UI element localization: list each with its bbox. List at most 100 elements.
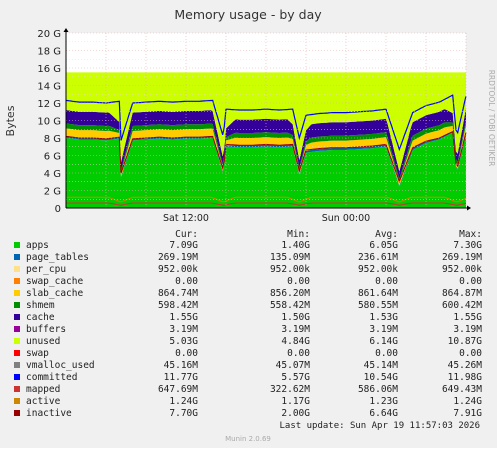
axes: [63, 28, 471, 211]
legend-value-cur: 0.00: [175, 276, 198, 287]
legend-value-max: 3.19M: [453, 324, 482, 335]
legend-label: shmem: [26, 300, 55, 311]
legend-value-avg: 580.55M: [358, 300, 398, 311]
legend-value-avg: 6.64G: [369, 408, 398, 419]
legend-swatch: [14, 386, 20, 392]
legend-value-avg: 10.54G: [364, 372, 399, 383]
legend-value-cur: 7.09G: [169, 240, 198, 251]
legend-value-min: 1.17G: [281, 396, 310, 407]
legend-label: committed: [26, 372, 77, 383]
legend-swatch: [14, 266, 20, 272]
x-tick-label: Sat 12:00: [163, 213, 209, 224]
y-tick-label: 16 G: [37, 64, 61, 75]
legend-value-cur: 7.70G: [169, 408, 198, 419]
legend-swatch: [14, 338, 20, 344]
legend-label: apps: [26, 240, 49, 251]
area-cache: [66, 108, 466, 179]
legend-swatch: [14, 398, 20, 404]
munin-version: Munin 2.0.69: [225, 435, 271, 443]
legend-header: Max:: [459, 229, 482, 240]
last-update-text: Last update: Sun Apr 19 11:57:03 2026: [280, 421, 480, 431]
y-tick-label: 0: [55, 204, 61, 215]
legend-label: buffers: [26, 324, 66, 335]
legend-label: slab_cache: [26, 288, 83, 299]
legend-value-cur: 598.42M: [158, 300, 198, 311]
legend-header: Avg:: [375, 229, 398, 240]
legend-label: unused: [26, 336, 60, 347]
legend-value-cur: 269.19M: [158, 252, 198, 263]
legend-value-cur: 1.24G: [169, 396, 198, 407]
legend-value-min: 45.07M: [276, 360, 311, 371]
legend-swatch: [14, 374, 20, 380]
legend-value-avg: 236.61M: [358, 252, 398, 263]
legend-value-cur: 45.16M: [164, 360, 199, 371]
rrdtool-credit: RRDTOOL / TOBI OETIKER: [487, 70, 496, 167]
legend-value-max: 649.43M: [442, 384, 482, 395]
area-series-group: [65, 72, 467, 209]
legend-value-min: 4.84G: [281, 336, 310, 347]
legend-value-max: 269.19M: [442, 252, 482, 263]
legend-swatch: [14, 278, 20, 284]
area-shmem: [66, 120, 466, 182]
legend-value-min: 1.40G: [281, 240, 310, 251]
legend-swatch: [14, 290, 20, 296]
legend-value-avg: 0.00: [375, 348, 398, 359]
legend-header: Min:: [287, 229, 310, 240]
legend-value-min: 558.42M: [270, 300, 310, 311]
line-active: [66, 196, 467, 203]
y-tick-label: 20 G: [37, 29, 61, 40]
legend-value-max: 11.98G: [448, 372, 483, 383]
legend-value-avg: 952.00k: [358, 264, 398, 275]
legend-value-min: 2.00G: [281, 408, 310, 419]
y-tick-label: 10 G: [37, 117, 61, 128]
legend-value-avg: 3.19M: [369, 324, 398, 335]
legend-value-min: 0.00: [287, 276, 310, 287]
legend-swatch: [14, 410, 20, 416]
legend-swatch: [14, 350, 20, 356]
y-tick-label: 2 G: [44, 187, 61, 198]
legend-value-cur: 11.77G: [164, 372, 199, 383]
legend-value-min: 5.57G: [281, 372, 310, 383]
legend-value-min: 322.62M: [270, 384, 310, 395]
legend-swatch: [14, 362, 20, 368]
legend-value-cur: 647.69M: [158, 384, 198, 395]
legend-value-avg: 1.53G: [369, 312, 398, 323]
legend-label: page_tables: [26, 252, 89, 263]
y-tick-label: 4 G: [44, 169, 61, 180]
legend-value-min: 1.50G: [281, 312, 310, 323]
legend-value-avg: 6.14G: [369, 336, 398, 347]
legend-value-max: 7.91G: [453, 408, 482, 419]
y-tick-label: 14 G: [37, 82, 61, 93]
legend-value-avg: 0.00: [375, 276, 398, 287]
legend-value-max: 1.24G: [453, 396, 482, 407]
area-apps: [66, 132, 466, 208]
legend-value-avg: 586.06M: [358, 384, 398, 395]
y-tick-labels: 0 2 G 4 G 6 G 8 G 10 G 12 G 14 G 16 G 18 G 20 G: [37, 29, 61, 215]
legend-value-cur: 952.00k: [158, 264, 198, 275]
line-mapped: [66, 202, 467, 206]
legend-table: Cur: Min: Avg: Max: apps 7.09G 1.40G 6.05G 7.30G…: [14, 229, 482, 419]
legend-value-avg: 45.14M: [364, 360, 399, 371]
legend-value-cur: 1.55G: [169, 312, 198, 323]
legend-value-min: 0.00: [287, 348, 310, 359]
x-axis-arrow: [467, 205, 471, 211]
legend-value-max: 7.30G: [453, 240, 482, 251]
legend-value-avg: 861.64M: [358, 288, 398, 299]
legend-label: vmalloc_used: [26, 360, 95, 371]
area-unused: [66, 72, 466, 172]
legend-value-max: 1.55G: [453, 312, 482, 323]
legend-value-min: 135.09M: [270, 252, 310, 263]
legend-header: Cur:: [175, 229, 198, 240]
legend-value-max: 0.00: [459, 348, 482, 359]
y-tick-label: 8 G: [44, 134, 61, 145]
legend-value-cur: 3.19M: [169, 324, 198, 335]
legend-value-min: 856.20M: [270, 288, 310, 299]
y-tick-label: 12 G: [37, 99, 61, 110]
legend-value-max: 45.26M: [448, 360, 483, 371]
y-axis-arrow: [63, 28, 69, 32]
legend-value-cur: 5.03G: [169, 336, 198, 347]
legend-swatch: [14, 254, 20, 260]
legend-swatch: [14, 302, 20, 308]
